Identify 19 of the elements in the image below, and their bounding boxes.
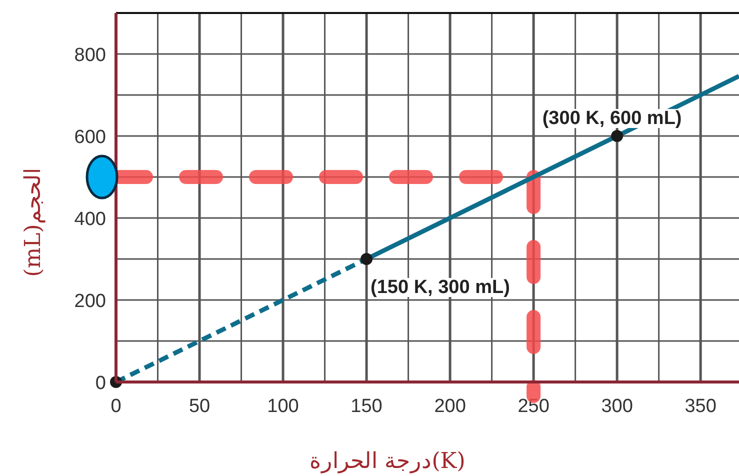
point [611, 130, 624, 142]
x-tick-label: 150 [350, 396, 382, 417]
y-tick-label: 200 [74, 291, 106, 312]
y-tick-label: 0 [95, 373, 106, 394]
x-tick-label: 0 [110, 396, 122, 417]
y-tick-label: 600 [74, 127, 106, 148]
y-axis-title: (mL)الحجم [21, 168, 46, 277]
y-tick-label: 400 [74, 209, 106, 230]
annotation: (300 K, 600 mL) [542, 108, 682, 129]
x-tick-label: 100 [267, 396, 299, 417]
x-tick-label: 50 [188, 396, 210, 417]
x-axis-title: درجة الحرارة(K) [310, 449, 466, 474]
x-tick-label: 300 [601, 396, 633, 417]
x-tick-label: 250 [518, 396, 550, 417]
x-tick-label: 200 [434, 396, 466, 417]
point [360, 253, 373, 265]
y-tick-label: 800 [74, 45, 106, 66]
annotation: (150 K, 300 mL) [370, 277, 510, 298]
x-tick-label: 350 [684, 396, 716, 417]
